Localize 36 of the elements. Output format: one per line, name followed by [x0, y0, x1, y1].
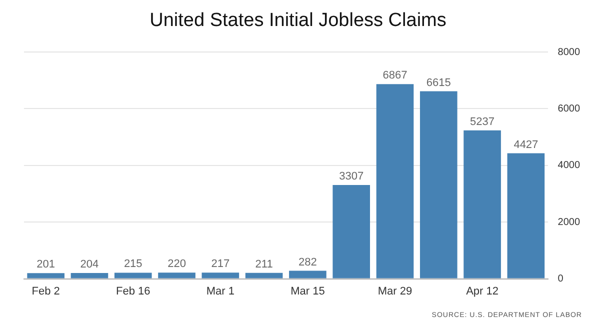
data-label: 204	[80, 258, 99, 271]
data-label: 4427	[514, 138, 538, 151]
y-tick-label: 0	[558, 274, 564, 285]
y-tick-label: 2000	[558, 216, 580, 228]
data-label: 217	[211, 258, 230, 270]
bar	[27, 273, 64, 278]
data-label: 215	[124, 258, 142, 270]
bar	[158, 272, 196, 278]
y-tick-label: 4000	[558, 160, 580, 172]
bar	[202, 272, 240, 278]
bar	[464, 130, 501, 278]
x-tick-label: Feb 2	[32, 285, 60, 298]
x-tick-label: Apr 12	[466, 285, 498, 298]
data-label: 211	[255, 258, 273, 270]
y-tick-label: 8000	[558, 46, 580, 58]
bar	[420, 91, 458, 278]
y-tick-label: 6000	[558, 103, 580, 114]
bar	[332, 185, 370, 278]
data-label: 5237	[470, 116, 495, 128]
bar	[289, 270, 326, 278]
data-label: 220	[168, 258, 186, 270]
bar	[245, 272, 283, 278]
bar	[70, 273, 108, 278]
x-tick-label: Mar 29	[378, 285, 412, 298]
x-tick-label: Mar 15	[290, 285, 325, 298]
data-label: 282	[298, 256, 317, 268]
data-label: 3307	[339, 170, 364, 183]
data-label: 6867	[382, 70, 408, 82]
x-tick-label: Feb 16	[116, 285, 150, 298]
bar	[507, 153, 545, 278]
chart-title: United States Initial Jobless Claims	[148, 10, 448, 32]
x-tick-label: Mar 1	[206, 285, 234, 298]
bar	[376, 84, 414, 278]
bar	[114, 272, 152, 278]
data-label: 6615	[426, 76, 451, 89]
data-label: 201	[36, 258, 56, 271]
